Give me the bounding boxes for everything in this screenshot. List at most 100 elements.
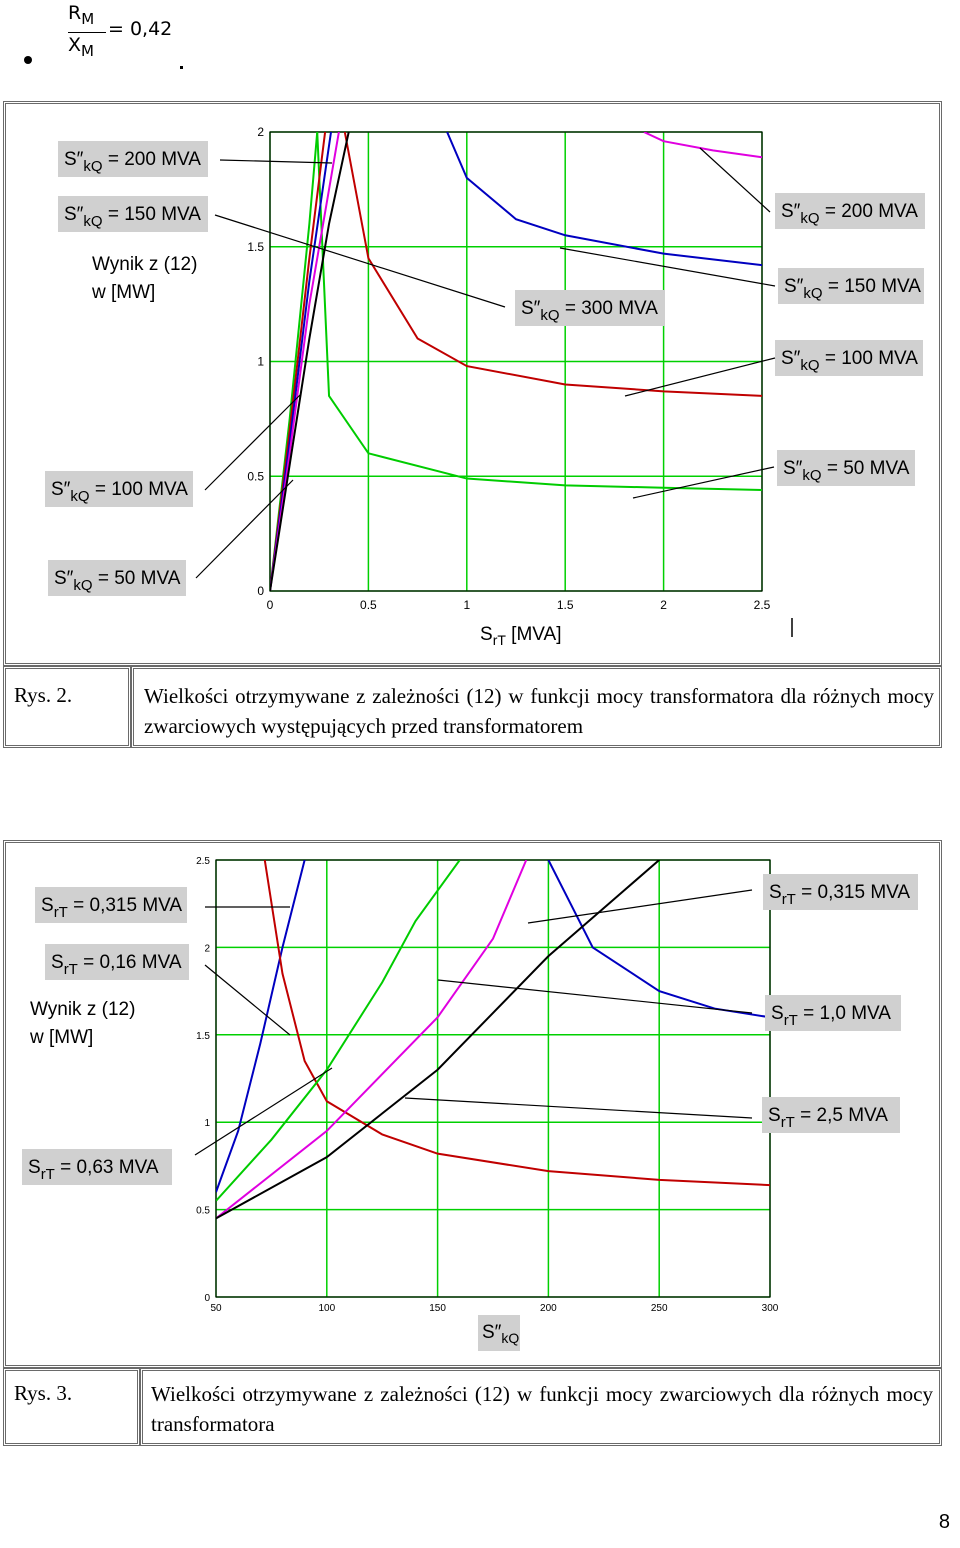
label-center-kq300-bg — [515, 290, 665, 326]
y-tick-label: 1.5 — [196, 1031, 210, 1042]
label-right-kq50: S″kQ = 50 MVA — [783, 458, 910, 484]
x-tick-label: 2 — [660, 598, 667, 612]
leader-left-rt063 — [194, 1067, 333, 1156]
y-tick-label: 0.5 — [247, 469, 264, 483]
fraction-bar — [68, 32, 106, 33]
y-tick-label: 2 — [257, 125, 264, 139]
x-axis-label: S″kQ — [482, 1322, 519, 1346]
ratio-formula: RM XM = 0,42 — [66, 2, 206, 68]
figure-3-caption-label: Rys. 3. — [14, 1381, 73, 1405]
figure-2-caption-label: Rys. 2. — [14, 683, 73, 707]
series-0-rising-line — [216, 860, 306, 1193]
x-tick-label: 50 — [210, 1303, 222, 1314]
x-axis-label-bg — [478, 1315, 520, 1351]
label-right-kq200-bg — [775, 193, 925, 229]
label-right-kq200: S″kQ = 200 MVA — [781, 201, 918, 227]
label-left-rt0315-bg — [35, 887, 187, 923]
label-left-rt063: SrT = 0,63 MVA — [28, 1157, 159, 1183]
leader-right-kq100 — [624, 357, 776, 397]
label-left-kq150: S″kQ = 150 MVA — [64, 204, 201, 230]
label-left-rt0315: SrT = 0,315 MVA — [41, 895, 182, 921]
series-4-rising-line — [216, 860, 660, 1220]
label-left-rt016: SrT = 0,16 MVA — [51, 952, 182, 978]
formula-value: = 0,42 — [108, 18, 173, 40]
series-2-falling-line — [446, 132, 762, 267]
label-right-rt25: SrT = 2,5 MVA — [768, 1105, 888, 1131]
bullet-icon — [24, 56, 32, 64]
label-left-kq50: S″kQ = 50 MVA — [54, 568, 181, 594]
label-right-kq150: S″kQ = 150 MVA — [784, 276, 921, 302]
x-tick-label: 200 — [540, 1303, 557, 1314]
x-tick-label: 0.5 — [360, 598, 377, 612]
label-left-kq200: S″kQ = 200 MVA — [64, 149, 201, 175]
period-mark — [180, 66, 183, 69]
x-tick-label: 150 — [429, 1303, 446, 1314]
y-axis-label-line2: w [MW] — [29, 1027, 93, 1048]
leader-left-kq100 — [204, 394, 301, 491]
y-axis-label-line2: w [MW] — [91, 282, 155, 303]
leader-left-rt016 — [204, 964, 291, 1036]
figure-3-caption-text-box: Wielkości otrzymywane z zależności (12) … — [140, 1368, 942, 1446]
leader-right-rt10 — [437, 979, 753, 1014]
y-tick-label: 1 — [204, 1118, 210, 1129]
formula-numerator: RM — [68, 2, 95, 28]
label-right-kq50-bg — [777, 450, 915, 486]
label-right-rt0315-bg — [763, 874, 918, 910]
figure-3-caption-text: Wielkości otrzymywane z zależności (12) … — [151, 1382, 933, 1436]
x-tick-label: 2.5 — [754, 598, 771, 612]
figure-2-caption-label-box: Rys. 2. — [3, 666, 131, 748]
figure-3-chart: 50 100 150 200 250 300 0 0.5 1 1.5 2 2.5 SrT = 0,315… — [22, 856, 918, 1351]
label-left-kq200-bg — [58, 141, 208, 177]
x-tick-label: 0 — [267, 598, 274, 612]
page-number: 8 — [938, 1511, 950, 1533]
series-group — [216, 860, 770, 1220]
y-tick-label: 0 — [204, 1293, 210, 1304]
figure-3-frame — [3, 840, 942, 1368]
x-tick-label: 1 — [463, 598, 470, 612]
y-tick-label: 1.5 — [247, 240, 264, 254]
label-right-rt10-bg — [765, 995, 901, 1031]
figure-2-chart: 0 0.5 1 1.5 2 2.5 0 0.5 1 1.5 2 S″kQ = 200 MVA S″kQ … — [45, 125, 925, 648]
x-tick-label: 1.5 — [557, 598, 574, 612]
label-right-kq150-bg — [778, 268, 924, 304]
label-left-kq150-bg — [58, 196, 208, 232]
x-axis-label: SrT [MVA] — [480, 624, 562, 648]
y-tick-label: 0 — [257, 584, 264, 598]
figure-2-frame — [3, 101, 942, 666]
y-tick-label: 0.5 — [196, 1206, 210, 1217]
series-1-falling-line — [263, 860, 770, 1187]
label-left-kq50-bg — [48, 560, 186, 596]
formula-denominator: XM — [68, 34, 94, 60]
y-axis-label-line1: Wynik z (12) — [30, 999, 135, 1020]
label-left-kq100-bg — [45, 471, 193, 507]
label-right-rt10: SrT = 1,0 MVA — [771, 1003, 891, 1029]
label-right-kq100: S″kQ = 100 MVA — [781, 348, 918, 374]
label-right-rt25-bg — [762, 1097, 900, 1133]
label-right-kq100-bg — [775, 340, 923, 376]
y-tick-label: 2 — [204, 943, 210, 954]
label-left-kq100: S″kQ = 100 MVA — [51, 479, 188, 505]
figure-3-caption-label-box: Rys. 3. — [3, 1368, 140, 1446]
plot-area — [215, 859, 771, 1298]
series-0-falling-line — [316, 132, 762, 492]
x-tick-label: 100 — [318, 1303, 335, 1314]
y-tick-label: 1 — [257, 355, 264, 369]
figure-2-caption-text: Wielkości otrzymywane z zależności (12) … — [144, 684, 934, 738]
y-tick-label: 2.5 — [196, 856, 210, 867]
leader-right-rt25 — [404, 1097, 753, 1119]
series-2-rising-line — [216, 860, 461, 1202]
label-right-rt0315: SrT = 0,315 MVA — [769, 882, 910, 908]
label-center-kq300: S″kQ = 300 MVA — [521, 298, 658, 324]
series-4-rising-line — [270, 132, 350, 591]
x-tick-label: 300 — [762, 1303, 779, 1314]
series-3-rising-line — [216, 860, 528, 1220]
series-group — [270, 132, 762, 591]
leader-right-kq150 — [559, 247, 776, 287]
leader-left-kq200 — [219, 159, 333, 164]
label-left-rt063-bg — [22, 1149, 172, 1185]
leader-right-rt0315 — [527, 889, 753, 924]
leader-right-kq50 — [632, 466, 775, 499]
series-1-falling-line — [343, 132, 762, 397]
leader-left-kq150 — [214, 214, 506, 308]
y-axis-label-line1: Wynik z (12) — [92, 254, 197, 275]
